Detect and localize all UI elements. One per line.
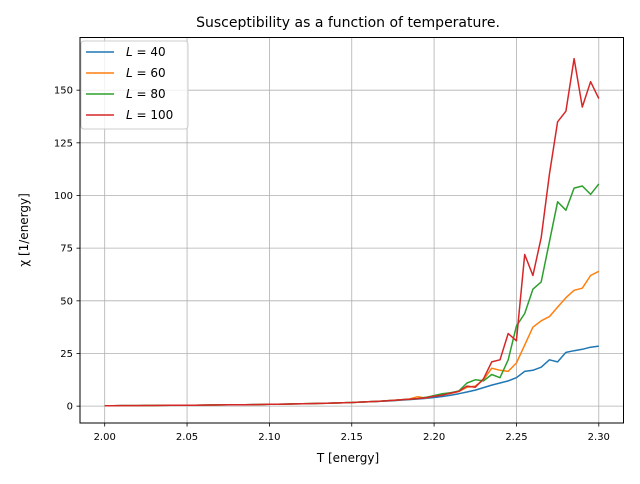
legend-label-symbol: L — [126, 108, 133, 122]
x-tick-label: 2.10 — [258, 432, 280, 443]
legend-label: L = 60 — [126, 66, 166, 80]
x-axis-label: T [energy] — [316, 451, 379, 465]
y-tick-label: 125 — [54, 138, 73, 149]
legend: L = 40L = 60L = 80L = 100 — [80, 40, 189, 130]
x-tick-label: 2.05 — [176, 432, 198, 443]
legend-label-value: = 100 — [133, 108, 174, 122]
y-tick-label: 50 — [60, 296, 73, 307]
legend-box — [80, 40, 189, 130]
y-tick-label: 25 — [60, 349, 73, 360]
y-tick-label: 100 — [54, 191, 73, 202]
plot-lines — [104, 57, 600, 407]
x-tick-label: 2.00 — [94, 432, 116, 443]
x-tick-label: 2.20 — [423, 432, 445, 443]
x-tick-label: 2.25 — [505, 432, 527, 443]
chart-title: Susceptibility as a function of temperat… — [196, 15, 500, 31]
legend-label-symbol: L — [126, 66, 133, 80]
y-tick-label: 0 — [67, 402, 73, 413]
legend-label-value: = 60 — [133, 66, 166, 80]
y-axis-label: χ [1/energy] — [17, 193, 31, 267]
x-tick-label: 2.30 — [588, 432, 610, 443]
legend-label-symbol: L — [126, 45, 133, 59]
legend-label: L = 40 — [126, 45, 166, 59]
legend-label: L = 80 — [126, 87, 166, 101]
legend-label-value: = 40 — [133, 45, 166, 59]
x-tick-label: 2.15 — [341, 432, 363, 443]
y-tick-label: 150 — [54, 86, 73, 97]
y-axis-ticks: 0 25 50 75 100 125 150 — [54, 86, 80, 413]
legend-label-value: = 80 — [133, 87, 166, 101]
legend-items: L = 40L = 60L = 80L = 100 — [86, 45, 173, 122]
legend-label: L = 100 — [126, 108, 173, 122]
x-axis-ticks: 2.00 2.05 2.10 2.15 2.20 2.25 2.30 — [94, 423, 610, 443]
grid — [80, 37, 624, 423]
y-tick-label: 75 — [60, 244, 73, 255]
legend-label-symbol: L — [126, 87, 133, 101]
series-line-3 — [104, 57, 600, 407]
